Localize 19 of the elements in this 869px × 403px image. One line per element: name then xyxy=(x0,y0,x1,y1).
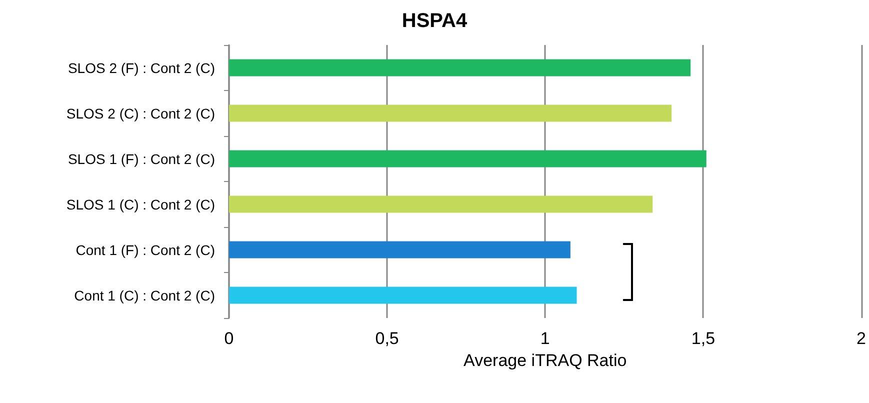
bar xyxy=(229,196,653,213)
y-tick-label: SLOS 1 (F) : Cont 2 (C) xyxy=(68,150,215,167)
y-tick-label: SLOS 2 (F) : Cont 2 (C) xyxy=(68,60,215,76)
x-axis-title: Average iTRAQ Ratio xyxy=(464,351,627,370)
x-tick-label: 2 xyxy=(856,329,866,348)
bar xyxy=(229,286,577,304)
x-tick-label: 0,5 xyxy=(375,329,399,348)
chart-title: HSPA4 xyxy=(402,10,468,32)
y-tick-label: Cont 1 (F) : Cont 2 (C) xyxy=(76,242,215,258)
bar xyxy=(229,104,672,122)
y-tick-label: Cont 1 (C) : Cont 2 (C) xyxy=(74,287,215,304)
bar xyxy=(229,241,570,258)
bar xyxy=(229,150,706,168)
y-tick-label: SLOS 1 (C) : Cont 2 (C) xyxy=(66,196,215,212)
bar xyxy=(229,59,691,76)
x-tick-label: 0 xyxy=(224,329,234,348)
x-tick-label: 1,5 xyxy=(691,329,716,348)
x-tick-label: 1 xyxy=(540,329,550,348)
y-tick-label: SLOS 2 (C) : Cont 2 (C) xyxy=(66,105,215,122)
